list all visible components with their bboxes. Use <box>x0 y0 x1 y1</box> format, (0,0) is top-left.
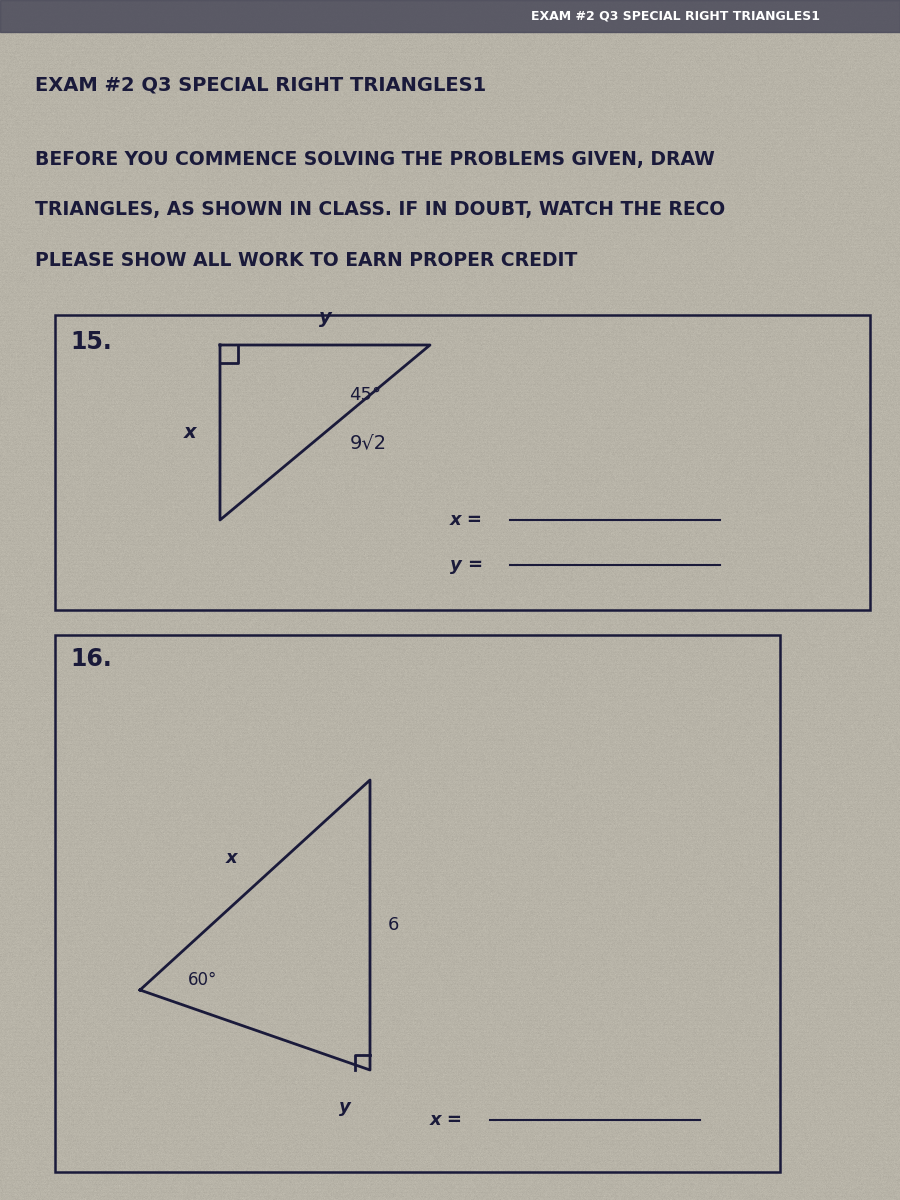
Text: x: x <box>225 850 237 866</box>
Text: 45°: 45° <box>349 386 381 404</box>
Bar <box>55 635 780 1172</box>
Text: y =: y = <box>450 556 483 574</box>
Text: y: y <box>319 308 331 326</box>
Text: 6: 6 <box>388 916 400 934</box>
Text: TRIANGLES, AS SHOWN IN CLASS. IF IN DOUBT, WATCH THE RECO: TRIANGLES, AS SHOWN IN CLASS. IF IN DOUB… <box>35 200 725 220</box>
Text: x: x <box>184 424 196 443</box>
Text: EXAM #2 Q3 SPECIAL RIGHT TRIANGLES1: EXAM #2 Q3 SPECIAL RIGHT TRIANGLES1 <box>35 76 486 95</box>
Text: 15.: 15. <box>70 330 112 354</box>
Text: BEFORE YOU COMMENCE SOLVING THE PROBLEMS GIVEN, DRAW: BEFORE YOU COMMENCE SOLVING THE PROBLEMS… <box>35 150 715 169</box>
Text: y: y <box>339 1098 351 1116</box>
Text: 9√2: 9√2 <box>350 433 387 452</box>
Text: PLEASE SHOW ALL WORK TO EARN PROPER CREDIT: PLEASE SHOW ALL WORK TO EARN PROPER CRED… <box>35 251 578 270</box>
Bar <box>0 0 900 32</box>
Text: x =: x = <box>430 1111 463 1129</box>
Text: 60°: 60° <box>188 971 218 989</box>
Text: 16.: 16. <box>70 647 112 671</box>
Text: x =: x = <box>450 511 483 529</box>
Text: EXAM #2 Q3 SPECIAL RIGHT TRIANGLES1: EXAM #2 Q3 SPECIAL RIGHT TRIANGLES1 <box>531 10 820 23</box>
Bar <box>55 314 870 610</box>
